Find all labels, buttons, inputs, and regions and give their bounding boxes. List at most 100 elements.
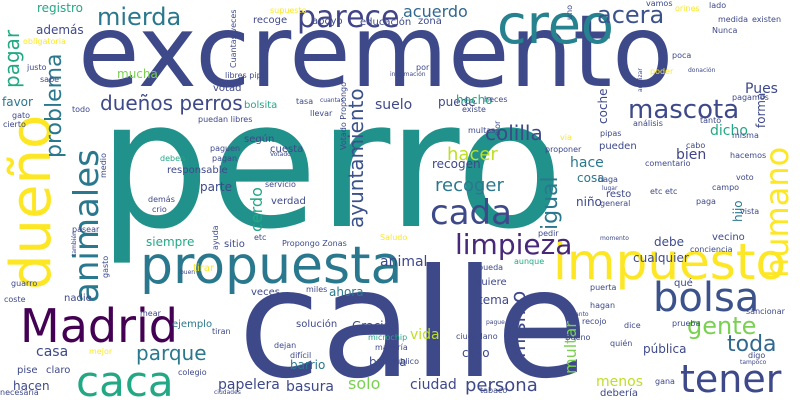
word: coste (4, 295, 26, 304)
word: solo (348, 374, 381, 393)
word: zona (418, 16, 442, 27)
word: recojo (582, 317, 607, 326)
word: animal (380, 254, 428, 270)
word: cosa (577, 171, 605, 185)
word: parece (297, 0, 400, 35)
word: recogen (432, 157, 481, 171)
word: humano (758, 146, 796, 278)
word: general (600, 199, 631, 208)
word: casa (36, 344, 69, 360)
word: según (244, 134, 275, 145)
word: cerdo (247, 187, 266, 232)
word: gato (12, 111, 31, 120)
word: hagan (590, 301, 616, 310)
word: vista (740, 207, 760, 216)
word: bolsa (653, 275, 760, 321)
word: también (71, 231, 78, 256)
word: ahora (329, 285, 364, 299)
word: ejemplo (172, 319, 213, 330)
word: tabaco (480, 386, 508, 395)
word: suelo (375, 97, 413, 113)
word: veces (251, 287, 280, 298)
word: qué (674, 278, 693, 289)
word: cuanto (568, 311, 589, 318)
word: Votado Propongo (339, 81, 348, 150)
word: tampoco (740, 359, 767, 366)
word: donación (688, 67, 716, 74)
word: paguen (210, 144, 241, 153)
word: crio (152, 205, 167, 214)
word: recoger (435, 175, 504, 196)
word: medio (99, 153, 108, 178)
word: lado (709, 1, 727, 10)
word: puedan libres (198, 115, 253, 124)
word: propuesta (140, 236, 403, 296)
word: menos (596, 374, 643, 390)
word: creo (497, 0, 614, 56)
word: aunque (514, 257, 545, 266)
word: colilla (485, 121, 543, 145)
word: buen (180, 269, 196, 276)
word: conciencia (690, 245, 733, 254)
word: registro (37, 1, 83, 15)
word: pagan (212, 154, 238, 163)
word: sabe (40, 75, 60, 84)
word: necesaria (0, 388, 39, 397)
word: dice (624, 321, 641, 330)
word: sancionar (746, 307, 785, 316)
word: debe (654, 235, 684, 249)
word: tirar (193, 263, 215, 274)
word: quién (610, 339, 633, 348)
word: educación (360, 17, 412, 28)
word: dueños perros (100, 91, 243, 115)
word: claro (46, 365, 71, 376)
word: cuantas (320, 97, 344, 104)
word: heces (484, 95, 508, 104)
word: dicho (710, 123, 748, 139)
word: supuesto (270, 6, 307, 15)
word: demás (148, 195, 175, 204)
word: pueda (478, 263, 504, 272)
word: solución (296, 319, 338, 330)
word: olor (493, 120, 502, 136)
word: votad (213, 83, 242, 94)
word: recoge (253, 15, 288, 26)
word: digo (748, 351, 766, 360)
word: todo (72, 105, 91, 114)
word: proponer (545, 145, 582, 154)
word: caso (462, 346, 490, 360)
word: sitio (224, 239, 245, 250)
word: Gracias (352, 319, 398, 333)
word: gana (655, 377, 675, 386)
word: resto (606, 189, 632, 200)
word: pipas (600, 129, 622, 138)
word: justo (27, 63, 47, 72)
word: cualquier (633, 251, 689, 265)
word: bolsita (244, 100, 278, 111)
word: favor (2, 95, 33, 109)
word: servicio (265, 180, 296, 189)
word: Propongo Zonas (282, 239, 347, 248)
word: responsable (167, 165, 228, 176)
word: papelera (218, 377, 280, 393)
word: tasa (296, 97, 314, 106)
word: impuesto (553, 233, 787, 291)
word: tema (478, 293, 510, 307)
word: puede (438, 95, 476, 109)
word: dejan (274, 341, 297, 350)
word: pueden (599, 141, 637, 152)
word: ciudadano (456, 332, 498, 341)
word: acera (597, 1, 665, 29)
word: lugar (602, 185, 618, 192)
word: prueba (672, 319, 701, 328)
word: libres pipi (225, 71, 264, 80)
word: quiere (475, 277, 507, 288)
word: hacemos (730, 151, 767, 160)
word: Cuantas veces (229, 9, 238, 68)
word: igual (538, 176, 563, 230)
word: obligatoria (23, 37, 66, 46)
word: hacen (13, 379, 50, 393)
word: cada (430, 193, 512, 233)
word: voto (736, 173, 754, 182)
